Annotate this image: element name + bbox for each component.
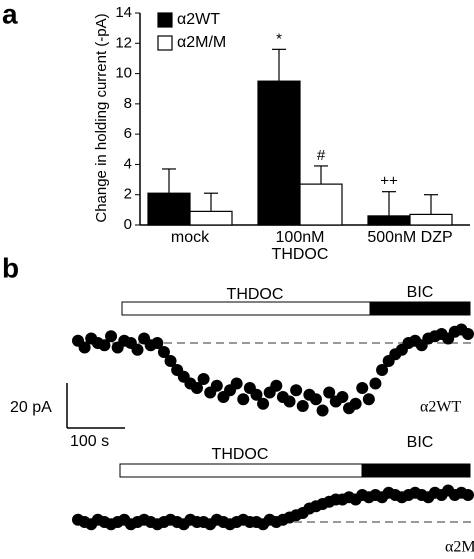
drug-label: BIC <box>407 284 434 301</box>
scale-label: 20 pA <box>10 399 52 416</box>
legend-label: α2WT <box>177 11 220 28</box>
legend-swatch <box>157 35 173 51</box>
y-axis-label: Change in holding current (-pA) <box>93 13 110 222</box>
trace-point <box>296 400 309 412</box>
trace-point <box>356 382 369 394</box>
x-tick-label: mock <box>170 229 210 246</box>
trace-label: α2WT <box>420 399 461 416</box>
annotation: * <box>276 30 282 47</box>
trace-point <box>336 391 349 403</box>
bar <box>147 192 191 226</box>
trace-point <box>105 330 118 343</box>
drug-bar <box>361 463 471 478</box>
x-tick-label: 500nM DZP <box>367 229 453 246</box>
trace-point <box>309 393 322 406</box>
trace-point <box>190 382 203 394</box>
x-tick-label: 100nM THDOC <box>271 229 329 263</box>
y-tick-label: 6 <box>124 125 132 142</box>
trace-point <box>197 373 210 385</box>
trace-point <box>131 343 144 356</box>
trace-point <box>283 395 296 408</box>
drug-bar <box>121 301 371 316</box>
trace-point <box>157 346 170 358</box>
bar <box>299 183 343 226</box>
y-tick-label: 8 <box>124 95 132 112</box>
trace-point <box>290 384 303 397</box>
trace-point <box>323 386 336 399</box>
trace-point <box>349 397 362 410</box>
bar <box>367 215 411 226</box>
trace-point <box>316 404 329 417</box>
annotation: ++ <box>380 173 398 190</box>
trace-point <box>237 393 250 406</box>
panel-letter: a <box>2 0 18 29</box>
trace-point <box>151 337 164 349</box>
trace-point <box>257 397 270 410</box>
trace-point <box>230 377 243 390</box>
trace-point <box>250 388 263 401</box>
scale-label: 100 s <box>70 433 109 450</box>
trace-point <box>462 489 474 501</box>
drug-bar <box>119 463 363 478</box>
trace-point <box>270 379 283 392</box>
drug-label: THDOC <box>227 286 284 303</box>
drug-label: BIC <box>407 434 434 451</box>
drug-label: THDOC <box>212 446 269 463</box>
y-tick-label: 2 <box>124 186 132 203</box>
trace-point <box>362 393 375 406</box>
legend-label: α2M/M <box>177 34 226 51</box>
y-tick-label: 12 <box>115 34 132 51</box>
trace-label: α2M/M <box>445 539 474 556</box>
y-tick-label: 4 <box>124 155 132 172</box>
trace-point <box>462 328 474 340</box>
panel-letter: b <box>2 252 19 283</box>
legend-swatch <box>157 12 173 28</box>
y-tick-label: 0 <box>124 216 132 233</box>
trace-point <box>369 377 382 390</box>
drug-bar <box>369 301 471 316</box>
bar <box>257 80 301 226</box>
y-tick-label: 10 <box>115 65 132 82</box>
y-tick-label: 14 <box>115 4 132 21</box>
trace-point <box>98 339 111 352</box>
bar <box>409 213 453 226</box>
trace-point <box>78 341 91 354</box>
bar <box>189 210 233 226</box>
annotation: # <box>317 147 326 164</box>
trace-point <box>164 355 177 367</box>
trace-point <box>376 364 389 376</box>
trace-point <box>210 379 223 392</box>
